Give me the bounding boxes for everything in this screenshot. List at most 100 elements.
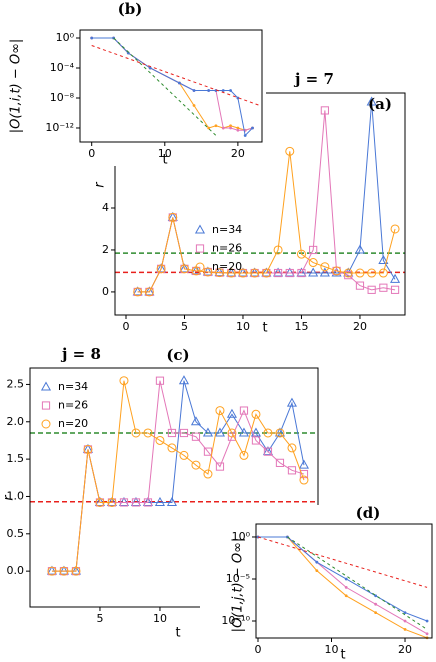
- x-tick-label: 10: [153, 612, 167, 625]
- legend-label: n=34: [212, 223, 242, 236]
- data-point: [202, 427, 214, 437]
- data-point: [320, 106, 329, 115]
- data-point: [156, 264, 166, 274]
- x-tick-label: 10: [236, 320, 250, 333]
- data-point: [243, 134, 247, 137]
- data-point: [221, 89, 225, 92]
- plot-area: [256, 524, 432, 638]
- data-point: [287, 443, 297, 453]
- data-point: [390, 273, 401, 283]
- data-point: [331, 267, 342, 277]
- data-point: [344, 594, 348, 598]
- data-point: [179, 428, 189, 438]
- plot-area: [80, 30, 262, 142]
- y-axis-label: r: [93, 181, 108, 188]
- data-point: [315, 569, 319, 572]
- data-point: [46, 565, 58, 575]
- data-point: [238, 427, 250, 437]
- data-point: [250, 268, 260, 278]
- data-point: [238, 268, 248, 278]
- panel-title: j = 7: [293, 70, 334, 88]
- y-tick-label: 2.0: [7, 415, 25, 428]
- data-point: [297, 268, 306, 278]
- data-point: [203, 267, 213, 277]
- data-point: [168, 212, 178, 222]
- data-point: [226, 268, 236, 278]
- data-point: [344, 577, 348, 581]
- data-point: [390, 224, 400, 234]
- y-tick-label: 10⁻⁸: [50, 91, 75, 104]
- x-tick-label: 15: [294, 320, 308, 333]
- data-point: [261, 268, 271, 278]
- data-point: [239, 406, 249, 415]
- y-tick-label: 10⁻⁴: [50, 61, 75, 74]
- legend-marker: [194, 224, 206, 234]
- data-point: [155, 376, 165, 385]
- data-point: [167, 211, 178, 221]
- data-point: [215, 406, 225, 416]
- data-point: [355, 268, 365, 278]
- data-point: [299, 475, 309, 485]
- data-point: [178, 375, 190, 385]
- data-point: [236, 96, 240, 100]
- data-point: [207, 126, 211, 130]
- x-tick-label: 0: [122, 320, 129, 333]
- data-point: [226, 267, 237, 277]
- x-tick-label: 20: [398, 643, 412, 656]
- data-point: [378, 254, 389, 264]
- data-point: [119, 498, 129, 507]
- data-point: [366, 96, 377, 106]
- data-point: [308, 258, 318, 268]
- x-tick-label: 20: [231, 147, 245, 160]
- data-point: [179, 264, 189, 274]
- data-point: [166, 496, 178, 506]
- data-point: [367, 268, 377, 278]
- data-point: [425, 619, 429, 623]
- panel-label: (b): [118, 0, 143, 18]
- axes-frame: [79, 29, 263, 143]
- y-tick-label: 10⁻¹²: [45, 121, 74, 134]
- data-point: [403, 611, 407, 615]
- data-point: [262, 446, 274, 456]
- data-point: [403, 619, 407, 623]
- data-point: [378, 268, 388, 278]
- y-tick-label: 1.5: [7, 452, 25, 465]
- data-point: [191, 432, 201, 441]
- data-point: [298, 459, 310, 469]
- x-axis-label: t: [175, 626, 180, 641]
- legend-marker: [41, 401, 51, 410]
- data-point: [379, 283, 388, 292]
- y-tick-label: 0.0: [7, 564, 25, 577]
- data-point: [203, 469, 213, 479]
- data-point: [403, 628, 407, 631]
- data-point: [95, 497, 105, 507]
- data-point: [83, 444, 93, 454]
- legend-label: n=20: [212, 260, 242, 273]
- data-point: [90, 36, 94, 40]
- data-point: [179, 450, 189, 460]
- data-point: [319, 267, 330, 277]
- data-point: [251, 436, 261, 445]
- data-point: [354, 244, 366, 254]
- x-tick-label: 10: [158, 147, 172, 160]
- series-line: [51, 380, 305, 572]
- data-point: [250, 427, 262, 437]
- data-point: [344, 585, 348, 589]
- data-point: [299, 469, 309, 479]
- data-point: [118, 496, 130, 506]
- x-tick-label: 5: [96, 612, 103, 625]
- data-point: [285, 268, 294, 278]
- data-point: [58, 565, 70, 575]
- data-point: [203, 447, 213, 456]
- x-tick-label: 0: [88, 147, 95, 160]
- data-point: [207, 89, 211, 92]
- data-point: [107, 497, 117, 507]
- data-point: [308, 267, 319, 277]
- data-point: [425, 632, 429, 636]
- data-point: [144, 286, 155, 296]
- data-point: [236, 126, 240, 130]
- data-point: [148, 66, 152, 70]
- legend-label: n=34: [58, 380, 88, 393]
